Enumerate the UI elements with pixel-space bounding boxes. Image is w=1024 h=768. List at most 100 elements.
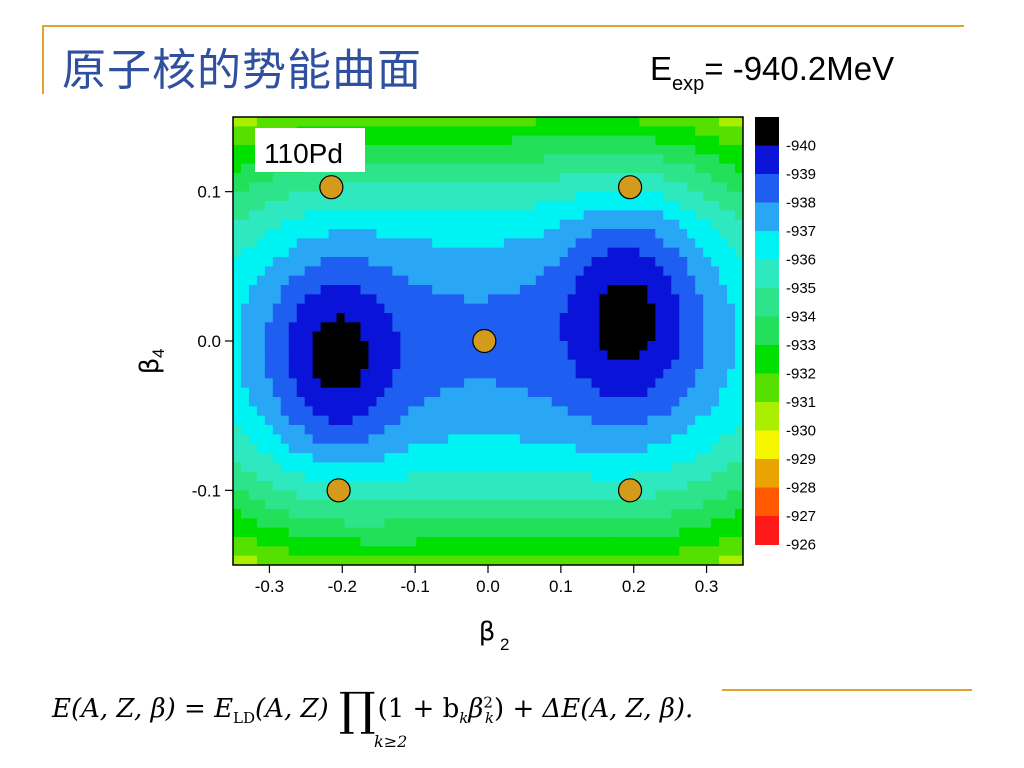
contour-cell <box>360 322 370 333</box>
contour-cell <box>591 406 601 417</box>
contour-cell <box>607 163 617 174</box>
contour-cell <box>695 537 704 547</box>
contour-cell <box>687 294 696 305</box>
contour-cell <box>256 247 266 258</box>
contour-cell <box>559 350 569 361</box>
contour-cell <box>647 163 656 174</box>
contour-cell <box>384 191 393 202</box>
contour-cell <box>248 145 258 155</box>
contour-cell <box>567 527 577 538</box>
contour-cell <box>392 182 401 193</box>
contour-cell <box>535 322 545 333</box>
contour-cell <box>495 145 505 155</box>
contour-cell <box>503 145 513 155</box>
contour-cell <box>695 294 704 305</box>
contour-cell <box>368 294 378 305</box>
contour-cell <box>639 509 648 519</box>
contour-cell <box>392 434 401 445</box>
contour-cell <box>511 303 521 314</box>
contour-cell <box>233 341 242 351</box>
contour-cell <box>599 481 609 491</box>
contour-cell <box>472 266 481 277</box>
contour-cell <box>591 425 601 435</box>
contour-cell <box>448 415 457 426</box>
contour-cell <box>464 322 473 333</box>
contour-cell <box>631 126 641 137</box>
contour-cell <box>527 313 537 323</box>
contour-cell <box>408 378 417 389</box>
contour-cell <box>272 359 282 370</box>
contour-cell <box>384 257 393 267</box>
contour-cell <box>615 555 625 565</box>
contour-cell <box>719 369 728 379</box>
contour-cell <box>567 135 577 146</box>
formula-beta-sup: 2 <box>483 693 493 712</box>
contour-cell <box>607 537 617 547</box>
contour-cell <box>543 210 553 221</box>
contour-cell <box>280 443 290 454</box>
contour-cell <box>392 117 401 127</box>
contour-cell <box>336 294 346 305</box>
contour-cell <box>647 481 656 491</box>
contour-cell <box>304 369 314 379</box>
contour-cell <box>559 555 569 565</box>
contour-cell <box>264 425 274 435</box>
contour-cell <box>296 219 306 230</box>
contour-cell <box>488 350 497 361</box>
contour-cell <box>535 285 545 295</box>
contour-cell <box>456 471 465 482</box>
contour-cell <box>384 266 393 277</box>
contour-cell <box>663 359 672 370</box>
contour-cell <box>727 117 736 127</box>
contour-cell <box>272 201 282 211</box>
contour-cell <box>416 387 425 398</box>
contour-cell <box>480 499 489 510</box>
contour-cell <box>671 154 680 165</box>
contour-cell <box>320 481 330 491</box>
contour-cell <box>480 238 489 249</box>
contour-cell <box>631 537 641 547</box>
contour-cell <box>328 322 338 333</box>
contour-cell <box>527 341 537 351</box>
contour-cell <box>336 397 346 407</box>
contour-cell <box>408 126 417 137</box>
contour-cell <box>567 537 577 547</box>
contour-cell <box>464 126 473 137</box>
contour-cell <box>687 527 696 538</box>
contour-cell <box>296 509 306 519</box>
contour-cell <box>448 173 457 183</box>
contour-cell <box>240 527 250 538</box>
contour-cell <box>400 359 409 370</box>
contour-cell <box>639 555 648 565</box>
contour-cell <box>655 303 664 314</box>
contour-cell <box>408 154 417 165</box>
contour-cell <box>480 145 489 155</box>
contour-cell <box>671 238 680 249</box>
contour-cell <box>384 462 393 473</box>
contour-cell <box>264 471 274 482</box>
contour-cell <box>679 135 688 146</box>
contour-cell <box>440 257 449 267</box>
contour-cell <box>472 182 481 193</box>
contour-cell <box>240 443 250 454</box>
contour-cell <box>296 303 306 314</box>
contour-cell <box>687 313 696 323</box>
contour-cell <box>639 117 648 127</box>
contour-cell <box>583 247 593 258</box>
contour-cell <box>248 238 258 249</box>
contour-cell <box>424 490 433 501</box>
contour-cell <box>599 313 609 323</box>
contour-cell <box>424 182 433 193</box>
contour-cell <box>615 443 625 454</box>
contour-cell <box>655 331 664 342</box>
contour-cell <box>264 275 274 286</box>
contour-cell <box>336 499 346 510</box>
contour-cell <box>639 126 648 137</box>
contour-cell <box>440 397 449 407</box>
contour-cell <box>591 518 601 529</box>
contour-cell <box>352 378 362 389</box>
contour-cell <box>296 322 306 333</box>
contour-cell <box>352 518 362 529</box>
contour-cell <box>488 397 497 407</box>
contour-cell <box>400 462 409 473</box>
